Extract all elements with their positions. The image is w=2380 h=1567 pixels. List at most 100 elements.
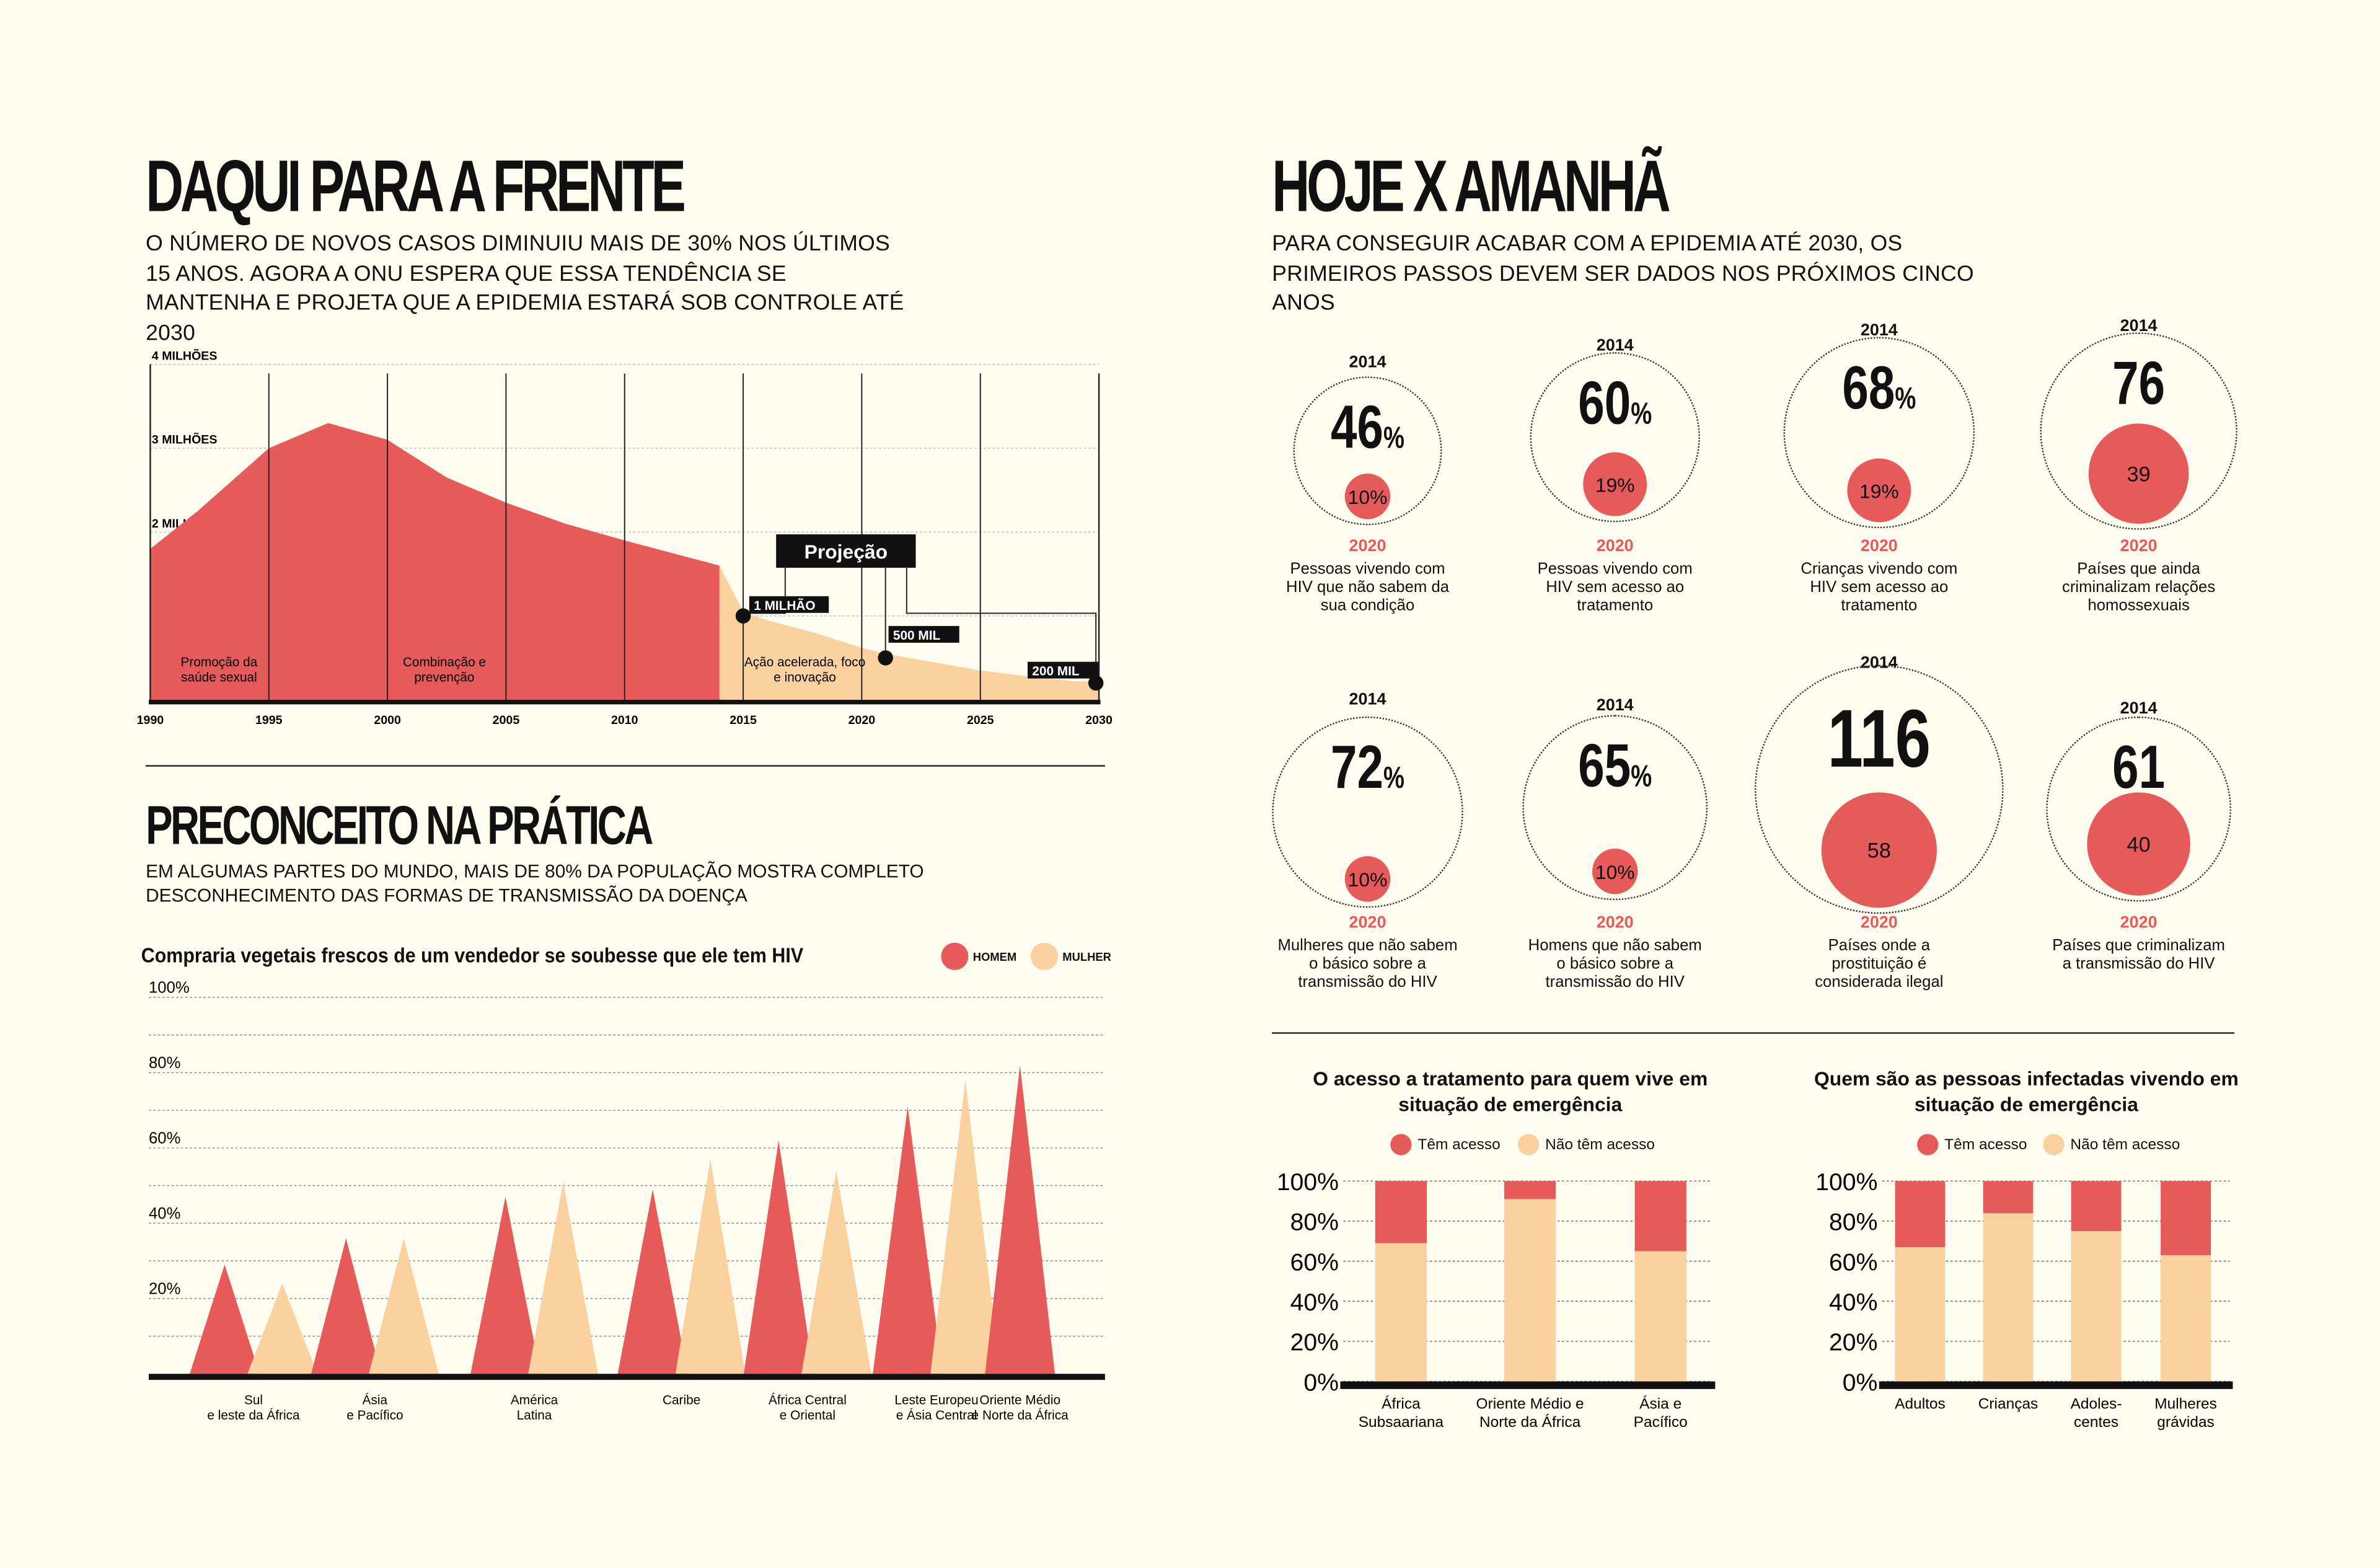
y-tick-label: 20% xyxy=(149,1281,180,1298)
triangle-homem xyxy=(311,1238,381,1374)
chart2-title: Compraria vegetais frescos de um vendedo… xyxy=(141,944,804,968)
triangle-homem xyxy=(617,1189,688,1374)
year-future: 2020 xyxy=(1349,914,1386,932)
x-tick-label: 2030 xyxy=(1085,713,1113,727)
year-now: 2014 xyxy=(1349,691,1386,709)
marker-label-bg xyxy=(1027,661,1099,679)
value-2020: 10% xyxy=(1344,474,1391,519)
value-2014-number: 65 xyxy=(1578,733,1631,800)
bar-segment-access xyxy=(2161,1181,2211,1255)
bar-segment-access xyxy=(1634,1181,1686,1251)
value-2014: 76 xyxy=(2068,354,2210,415)
triangle-homem xyxy=(985,1065,1056,1374)
legend-label-homem: HOMEM xyxy=(972,950,1017,964)
year-future: 2020 xyxy=(2120,537,2157,556)
bar-segment-no-access xyxy=(1983,1213,2034,1382)
bar-segment-access xyxy=(1504,1181,1556,1199)
triangle-mulher xyxy=(247,1283,317,1374)
category-label: Oriente Médio e Norte da África xyxy=(972,1393,1069,1422)
subtitle-right: PARA CONSEGUIR ACABAR COM A EPIDEMIA ATÉ… xyxy=(1272,232,1974,316)
triangle-chart: 20% 40% 60% 80% 100% Sul e leste da África Ásia… xyxy=(149,979,1105,1423)
year-future: 2020 xyxy=(2120,914,2157,932)
subtitle-left: O NÚMERO DE NOVOS CASOS DIMINUIU MAIS DE… xyxy=(146,232,904,346)
subtitle-prejudice: EM ALGUMAS PARTES DO MUNDO, MAIS DE 80% … xyxy=(146,860,924,906)
bar-segment-no-access xyxy=(1504,1199,1556,1382)
historic-area xyxy=(150,423,720,700)
indicator-label: Países onde a prostituição é considerada… xyxy=(1815,937,1944,992)
legend-label-noaccess-2: Não têm acesso xyxy=(2070,1137,2180,1154)
connector-3 xyxy=(906,567,1097,683)
value-2014-number: 68 xyxy=(1842,355,1895,422)
indicator-label: Pessoas vivendo com HIV sem acesso ao tr… xyxy=(1537,560,1693,615)
category-label: Crianças xyxy=(1978,1396,2038,1413)
main-title-right: HOJE X AMANHÃ xyxy=(1272,147,1670,228)
value-2014-unit: % xyxy=(1895,382,1916,417)
bar-segment-access xyxy=(1375,1181,1427,1243)
indicator-label: Pessoas vivendo com HIV que não sabem da… xyxy=(1286,560,1450,615)
x-axis-bar xyxy=(1340,1381,1716,1389)
x-tick-label: 2000 xyxy=(374,713,401,727)
value-2014-unit: % xyxy=(1383,762,1405,796)
x-tick-label: 2020 xyxy=(848,713,876,727)
y-tick-label: 60% xyxy=(1829,1249,1877,1276)
y-tick-label: 100% xyxy=(1277,1169,1339,1196)
value-2014-unit: % xyxy=(1631,760,1652,794)
area-label-promocao: Promoção da saúde sexual xyxy=(181,655,258,684)
legend-swatch-access-2 xyxy=(1917,1134,1939,1155)
year-now: 2014 xyxy=(1596,697,1634,715)
y-tick-label: 100% xyxy=(149,979,190,997)
year-future: 2020 xyxy=(1860,914,1898,932)
y-tick-label: 40% xyxy=(1290,1289,1339,1316)
value-2014-number: 72 xyxy=(1331,735,1384,802)
x-tick-label: 1995 xyxy=(255,713,283,727)
bar-segment-no-access xyxy=(1895,1247,1946,1382)
indicator-label: Mulheres que não sabem o básico sobre a … xyxy=(1277,937,1458,992)
value-2014-number: 46 xyxy=(1331,394,1384,462)
y-tick-label: 80% xyxy=(1829,1209,1877,1236)
main-title-left: DAQUI PARA A FRENTE xyxy=(146,147,686,228)
value-2014: 68% xyxy=(1808,358,1950,419)
value-2020: 10% xyxy=(1592,848,1638,894)
triangle-homem xyxy=(873,1106,943,1374)
marker-label: 200 MIL xyxy=(1032,664,1080,679)
stacked-chart-people: 0% 20% 40% 60% 80% 100% Adultos Crianças Adoles-… xyxy=(1815,1169,2233,1431)
y-tick-label: 40% xyxy=(1829,1289,1877,1316)
x-tick-label: 2005 xyxy=(493,713,520,727)
legend-label-noaccess-1: Não têm acesso xyxy=(1545,1137,1655,1154)
value-2020: 39 xyxy=(2088,423,2189,524)
projection-area xyxy=(719,565,1100,700)
outer-ring xyxy=(1530,352,1700,523)
outer-ring xyxy=(1783,337,1975,529)
value-2014-number: 116 xyxy=(1827,694,1931,785)
value-2020: 58 xyxy=(1821,792,1937,908)
y-tick-label: 4 MILHÕES xyxy=(152,348,218,363)
category-label: África Central e Oriental xyxy=(769,1393,847,1422)
value-2014: 72% xyxy=(1297,738,1439,798)
category-label: América Latina xyxy=(511,1393,558,1422)
section-title-prejudice: PRECONCEITO NA PRÁTICA xyxy=(146,793,653,857)
outer-ring xyxy=(1293,376,1442,526)
y-tick-label: 3 MILHÕES xyxy=(152,432,218,447)
y-tick-label: 0% xyxy=(1303,1369,1339,1396)
legend-swatch-homem xyxy=(941,942,969,970)
value-2014-unit: % xyxy=(1383,422,1405,456)
triangle-mulher xyxy=(369,1238,439,1374)
category-label: África Subsaariana xyxy=(1359,1396,1444,1431)
y-tick-label: 60% xyxy=(1290,1249,1339,1276)
legend-label-access-1: Têm acesso xyxy=(1417,1137,1501,1154)
bar-segment-no-access xyxy=(1375,1243,1427,1382)
value-2014: 61 xyxy=(2068,738,2210,798)
value-2014-number: 76 xyxy=(2112,350,2166,418)
indicator-label: Países que ainda criminalizam relações h… xyxy=(2062,560,2216,615)
x-tick-label: 2010 xyxy=(611,713,638,727)
triangle-mulher xyxy=(528,1181,598,1374)
y-tick-label: 60% xyxy=(149,1130,180,1147)
y-tick-label: 100% xyxy=(1815,1169,1877,1196)
outer-ring xyxy=(1522,715,1708,901)
legend-label-access-2: Têm acesso xyxy=(1944,1137,2027,1154)
marker-dot xyxy=(878,650,893,666)
value-2020: 19% xyxy=(1583,452,1647,516)
indicator-label: Crianças vivendo com HIV sem acesso ao t… xyxy=(1800,560,1958,615)
triangle-mulher xyxy=(675,1159,746,1374)
marker-label-bg xyxy=(888,625,959,643)
